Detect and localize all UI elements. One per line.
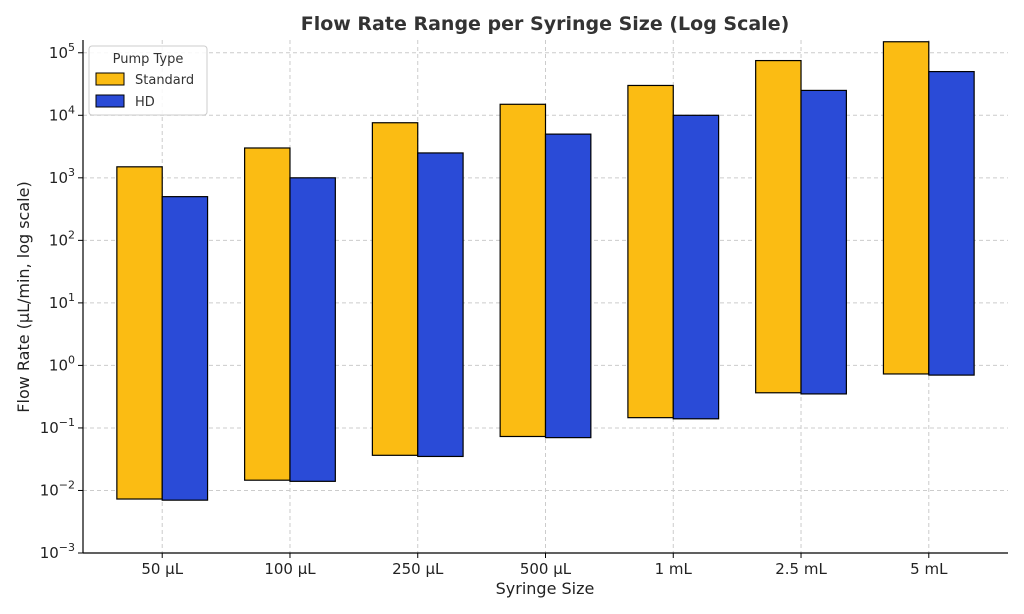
x-axis-label: Syringe Size [496, 579, 595, 598]
legend-title: Pump Type [113, 52, 184, 67]
y-tick-label: 10−3 [40, 541, 75, 562]
x-ticks: 50 µL 100 µL 250 µL 500 µL 1 mL 2.5 mL 5 mL [141, 553, 948, 578]
bar-hd-3 [544, 133, 592, 439]
x-tick-label: 50 µL [141, 560, 183, 578]
bar-standard-0 [116, 166, 163, 500]
y-tick-label: 10−2 [40, 478, 75, 499]
x-tick-label: 100 µL [264, 560, 316, 578]
bar-hd-6 [928, 70, 975, 376]
legend-label-standard: Standard [135, 73, 194, 88]
bar-hd-1 [289, 177, 336, 482]
y-tick-label: 10−1 [40, 416, 75, 437]
x-tick-label: 2.5 mL [775, 560, 827, 578]
x-tick-label: 1 mL [655, 560, 693, 578]
legend-label-hd: HD [135, 95, 155, 110]
x-tick-label: 500 µL [520, 560, 572, 578]
legend: Pump Type Standard HD [88, 45, 208, 116]
bar-standard-5 [755, 59, 802, 394]
y-tick-label: 101 [49, 291, 75, 312]
bar-hd-4 [672, 114, 720, 420]
y-axis-label: Flow Rate (µL/min, log scale) [14, 181, 33, 412]
legend-swatch-standard [95, 72, 125, 86]
y-tick-label: 105 [49, 41, 75, 62]
y-tick-label: 102 [49, 228, 75, 249]
y-tick-label: 103 [49, 166, 75, 187]
bar-hd-2 [417, 152, 464, 458]
x-tick-label: 250 µL [392, 560, 444, 578]
y-tick-label: 100 [49, 353, 75, 374]
legend-swatch-hd [95, 94, 125, 108]
bar-hd-0 [161, 196, 209, 501]
chart-title: Flow Rate Range per Syringe Size (Log Sc… [301, 13, 790, 35]
bar-standard-6 [882, 41, 930, 375]
y-ticks: 10−3 10−2 10−1 100 101 102 103 104 105 [40, 41, 83, 562]
bar-hd-5 [800, 89, 847, 395]
bars [116, 41, 975, 501]
y-tick-label: 104 [49, 103, 75, 124]
bar-standard-4 [627, 84, 674, 419]
bar-standard-1 [244, 147, 291, 481]
bar-standard-3 [499, 103, 547, 438]
bar-standard-2 [371, 122, 419, 456]
x-tick-label: 5 mL [910, 560, 948, 578]
